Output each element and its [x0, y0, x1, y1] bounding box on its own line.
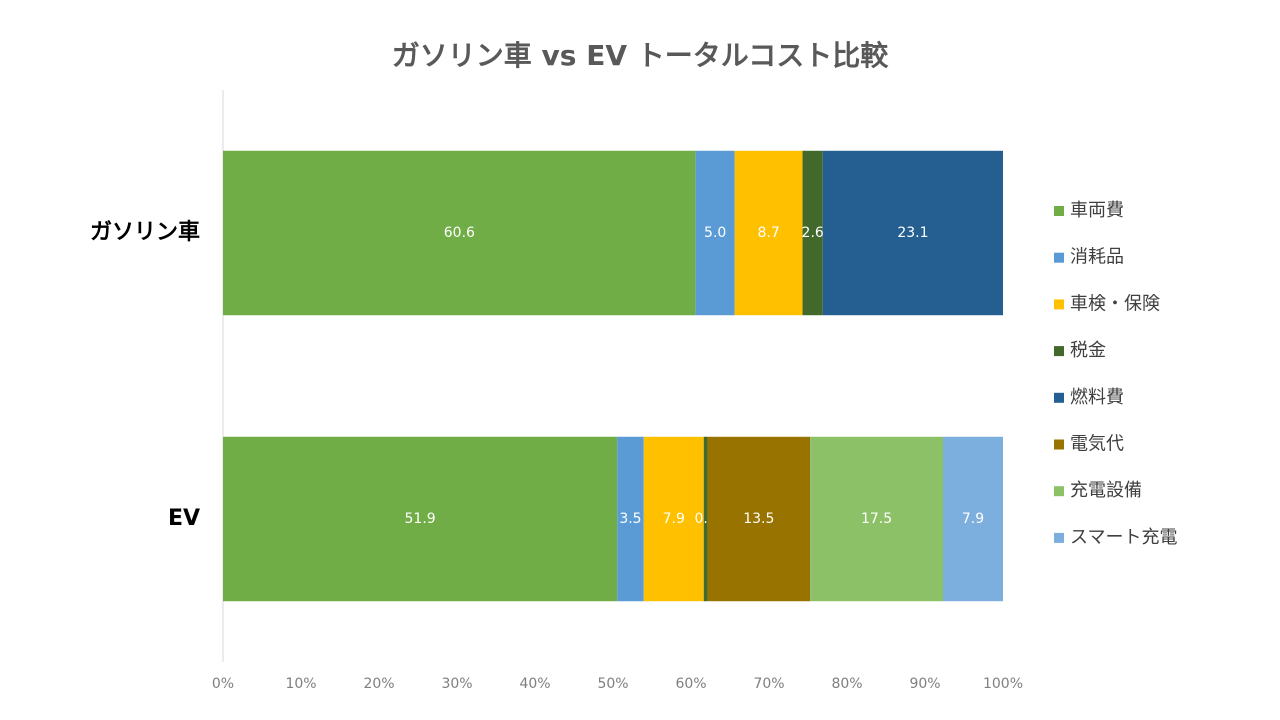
x-tick-label: 20%: [363, 676, 394, 692]
x-tick-label: 30%: [441, 676, 472, 692]
bar-segment: [943, 436, 1003, 602]
data-label: 51.9: [405, 511, 436, 527]
legend-label: スマート充電: [1070, 527, 1177, 548]
legend-swatch: [1054, 252, 1064, 263]
bar-segment: [617, 436, 644, 602]
legend-swatch: [1054, 486, 1064, 497]
bar-segment: [734, 150, 803, 316]
legend-swatch: [1054, 392, 1064, 403]
legend-swatch: [1054, 346, 1064, 357]
chart-title: ガソリン車 vs EV トータルコスト比較: [392, 39, 889, 72]
legend-label: 燃料費: [1070, 387, 1124, 408]
data-label: 8.7: [757, 225, 779, 241]
legend-swatch: [1054, 532, 1064, 543]
bar-segment: [707, 436, 811, 602]
data-label: 13.5: [743, 511, 774, 527]
data-label: 60.6: [444, 225, 475, 241]
x-tick-label: 40%: [519, 676, 550, 692]
bar-segment: [703, 436, 708, 602]
bar-segment: [810, 436, 943, 602]
legend-label: 車検・保険: [1070, 293, 1160, 314]
x-tick-label: 50%: [597, 676, 628, 692]
x-tick-label: 80%: [831, 676, 862, 692]
bar-segment: [643, 436, 704, 602]
x-tick-label: 10%: [285, 676, 316, 692]
legend-label: 電気代: [1070, 434, 1124, 455]
y-tick-label: ガソリン車: [90, 220, 200, 245]
x-tick-label: 90%: [909, 676, 940, 692]
legend-label: 税金: [1070, 340, 1106, 361]
data-label: 5.0: [704, 225, 726, 241]
data-label: 7.9: [663, 511, 685, 527]
data-label: 23.1: [897, 225, 928, 241]
x-tick-label: 0%: [212, 676, 234, 692]
data-label: 17.5: [861, 511, 892, 527]
data-label: 2.6: [802, 225, 824, 241]
legend-label: 消耗品: [1070, 247, 1124, 268]
bar-segment: [802, 150, 823, 316]
x-tick-label: 100%: [983, 676, 1023, 692]
legend-swatch: [1054, 439, 1064, 450]
legend-label: 充電設備: [1070, 480, 1142, 501]
legend-swatch: [1054, 206, 1064, 216]
bar-segment: [695, 150, 735, 316]
data-label: 7.9: [962, 511, 984, 527]
bar-segment: [223, 436, 618, 602]
bar-segment: [822, 150, 1003, 316]
legend-swatch: [1054, 299, 1064, 310]
x-tick-label: 60%: [675, 676, 706, 692]
data-label: 3.5: [619, 511, 641, 527]
y-tick-label: EV: [168, 506, 200, 531]
x-tick-label: 70%: [753, 676, 784, 692]
bar-segment: [223, 150, 696, 316]
legend-label: 車両費: [1070, 200, 1124, 221]
